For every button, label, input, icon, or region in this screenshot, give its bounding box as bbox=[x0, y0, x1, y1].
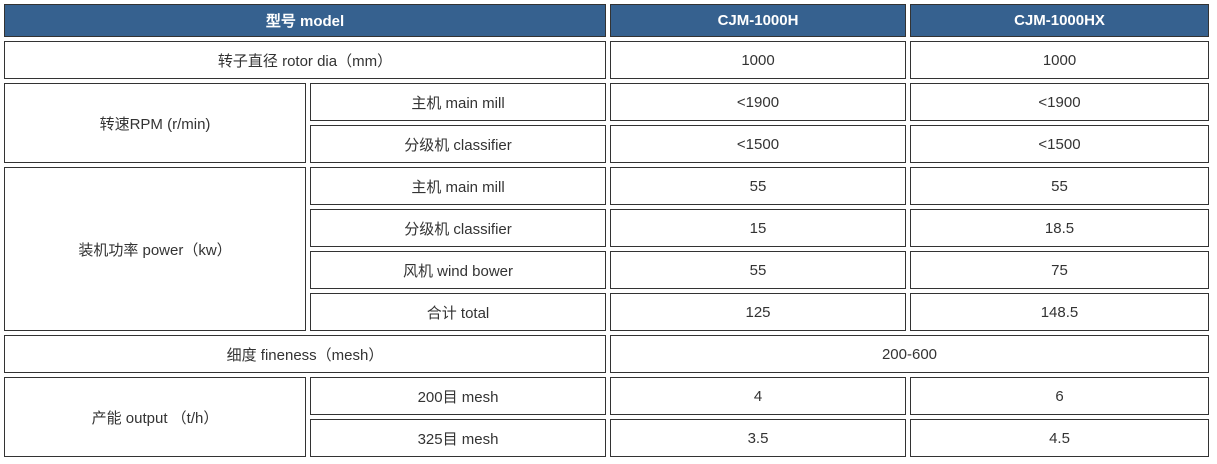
output-group-label: 产能 output （t/h） bbox=[4, 377, 306, 457]
row-rotor-dia: 转子直径 rotor dia（mm） 1000 1000 bbox=[4, 41, 1209, 79]
rotor-dia-label: 转子直径 rotor dia（mm） bbox=[4, 41, 606, 79]
col-header-cjm-1000hx: CJM-1000HX bbox=[910, 4, 1209, 37]
header-row: 型号 model CJM-1000H CJM-1000HX bbox=[4, 4, 1209, 37]
row-output-200-mesh: 产能 output （t/h） 200目 mesh 4 6 bbox=[4, 377, 1209, 457]
power-total-value-2: 148.5 bbox=[910, 293, 1209, 331]
row-rpm-classifier: 分级机 classifier <1500 <1500 bbox=[4, 125, 1209, 163]
row-rpm-main-mill: 转速RPM (r/min) 主机 main mill <1900 <1900 bbox=[4, 83, 1209, 163]
power-group-label: 装机功率 power（kw） bbox=[4, 167, 306, 331]
power-wind-bower-value-2: 75 bbox=[910, 251, 1209, 289]
power-classifier-value-1: 15 bbox=[610, 209, 906, 247]
rpm-main-mill-value-2: <1900 bbox=[910, 83, 1209, 121]
output-200-mesh-value-1: 4 bbox=[610, 377, 906, 415]
power-main-mill-value-1: 55 bbox=[610, 167, 906, 205]
rpm-main-mill-label: 主机 main mill bbox=[310, 83, 606, 121]
output-200-mesh-label: 200目 mesh bbox=[310, 377, 606, 415]
row-output-325-mesh: 325目 mesh 3.5 4.5 bbox=[4, 419, 1209, 457]
col-header-model: 型号 model bbox=[4, 4, 606, 37]
power-wind-bower-value-1: 55 bbox=[610, 251, 906, 289]
row-fineness: 细度 fineness（mesh） 200-600 bbox=[4, 335, 1209, 373]
output-325-mesh-value-2: 4.5 bbox=[910, 419, 1209, 457]
row-power-main-mill: 装机功率 power（kw） 主机 main mill 55 55 bbox=[4, 167, 1209, 331]
power-classifier-label: 分级机 classifier bbox=[310, 209, 606, 247]
rpm-classifier-value-1: <1500 bbox=[610, 125, 906, 163]
row-power-total: 合计 total 125 148.5 bbox=[4, 293, 1209, 331]
power-total-label: 合计 total bbox=[310, 293, 606, 331]
row-power-wind-bower: 风机 wind bower 55 75 bbox=[4, 251, 1209, 289]
row-power-classifier: 分级机 classifier 15 18.5 bbox=[4, 209, 1209, 247]
power-wind-bower-label: 风机 wind bower bbox=[310, 251, 606, 289]
output-325-mesh-label: 325目 mesh bbox=[310, 419, 606, 457]
fineness-label: 细度 fineness（mesh） bbox=[4, 335, 606, 373]
output-325-mesh-value-1: 3.5 bbox=[610, 419, 906, 457]
power-main-mill-label: 主机 main mill bbox=[310, 167, 606, 205]
rpm-main-mill-value-1: <1900 bbox=[610, 83, 906, 121]
fineness-value: 200-600 bbox=[610, 335, 1209, 373]
col-header-cjm-1000h: CJM-1000H bbox=[610, 4, 906, 37]
power-classifier-value-2: 18.5 bbox=[910, 209, 1209, 247]
rotor-dia-value-1: 1000 bbox=[610, 41, 906, 79]
rpm-classifier-value-2: <1500 bbox=[910, 125, 1209, 163]
power-main-mill-value-2: 55 bbox=[910, 167, 1209, 205]
rpm-group-label: 转速RPM (r/min) bbox=[4, 83, 306, 163]
rpm-classifier-label: 分级机 classifier bbox=[310, 125, 606, 163]
output-200-mesh-value-2: 6 bbox=[910, 377, 1209, 415]
rotor-dia-value-2: 1000 bbox=[910, 41, 1209, 79]
power-total-value-1: 125 bbox=[610, 293, 906, 331]
